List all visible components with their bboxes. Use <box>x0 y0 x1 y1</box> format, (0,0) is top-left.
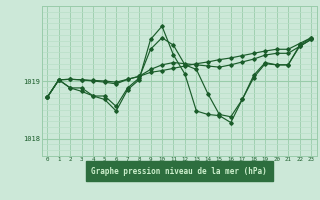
X-axis label: Graphe pression niveau de la mer (hPa): Graphe pression niveau de la mer (hPa) <box>91 167 267 176</box>
